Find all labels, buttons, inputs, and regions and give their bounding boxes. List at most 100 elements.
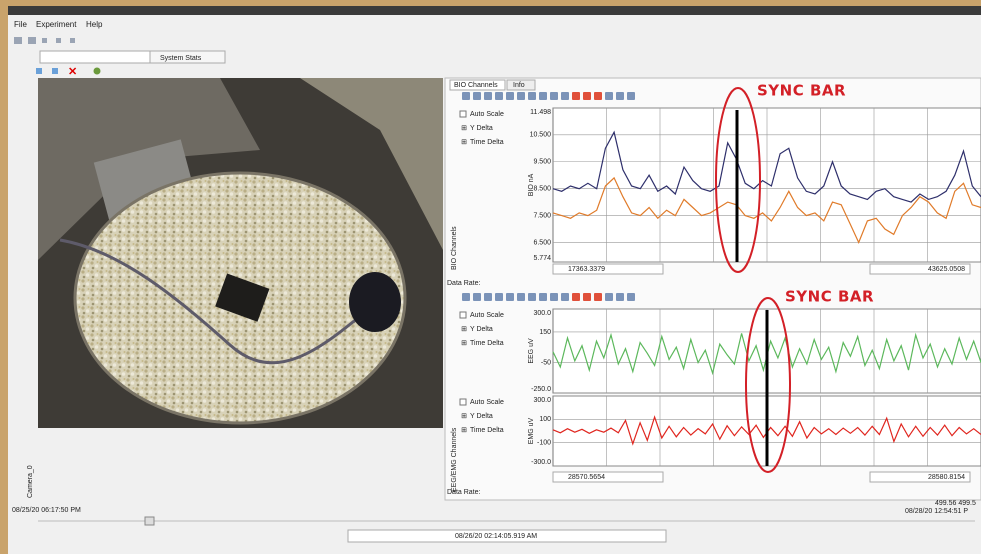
plot-tool-button[interactable] xyxy=(550,293,558,301)
plot-tool-button[interactable] xyxy=(594,293,602,301)
sync-annotation: SYNC BAR xyxy=(757,82,846,100)
checkbox[interactable] xyxy=(459,110,467,118)
plot-tool-button[interactable] xyxy=(462,293,470,301)
y-tick-label: 7.500 xyxy=(533,212,551,219)
stop-button[interactable] xyxy=(52,68,58,74)
plot-tool-button[interactable] xyxy=(616,92,624,100)
bio-side-label: BIO Channels xyxy=(451,226,458,270)
tab-label: System Stats xyxy=(160,55,202,62)
y-tick-label: 9.500 xyxy=(533,159,551,166)
title-bar xyxy=(8,6,981,15)
tool-button[interactable] xyxy=(28,37,36,44)
tab-bio[interactable] xyxy=(449,79,506,91)
eeg-data-rate: Data Rate: xyxy=(447,489,481,496)
sync-highlight xyxy=(715,87,761,273)
plot-tool-button[interactable] xyxy=(495,92,503,100)
menu-experiment[interactable]: Experiment xyxy=(36,20,77,29)
plot-tool-button[interactable] xyxy=(484,92,492,100)
control-label[interactable]: Y Delta xyxy=(470,125,493,132)
y-tick-label: 300.0 xyxy=(533,310,551,317)
y-tick-label: -300.0 xyxy=(531,459,551,466)
checkbox[interactable] xyxy=(459,311,467,319)
plot-tool-button[interactable] xyxy=(473,92,481,100)
y-tick-label: 11.498 xyxy=(530,109,551,116)
record-button[interactable] xyxy=(93,67,101,75)
sync-highlight xyxy=(745,297,791,473)
y-tick-label: 10.500 xyxy=(530,132,552,139)
video-cage-rim xyxy=(73,171,407,425)
y-tick-label: 100 xyxy=(539,416,551,423)
control-label[interactable]: Auto Scale xyxy=(470,111,504,118)
video-toolbar: ✕ xyxy=(36,66,101,78)
plot-tool-button[interactable] xyxy=(539,92,547,100)
expander[interactable]: ⊞ xyxy=(461,340,467,347)
y-axis-title: EMG uV xyxy=(528,417,535,444)
control-label[interactable]: Time Delta xyxy=(470,340,504,347)
eeg-rates: 499.56 499.5 xyxy=(935,500,976,507)
tool-button[interactable] xyxy=(56,38,61,43)
bio-start: 17363.3379 xyxy=(568,266,605,273)
y-tick-label: -100 xyxy=(537,440,551,447)
plot-tool-button[interactable] xyxy=(506,92,514,100)
plot-tool-button[interactable] xyxy=(605,92,613,100)
plot-tool-button[interactable] xyxy=(605,293,613,301)
tab-info[interactable] xyxy=(506,79,536,91)
expander[interactable]: ⊞ xyxy=(461,413,467,420)
control-label[interactable]: Y Delta xyxy=(470,326,493,333)
trace xyxy=(552,130,981,203)
plot-tool-button[interactable] xyxy=(528,293,536,301)
plot-tool-button[interactable] xyxy=(539,293,547,301)
menu-help[interactable]: Help xyxy=(86,20,103,29)
control-label[interactable]: Time Delta xyxy=(470,139,504,146)
y-tick-label: 5.774 xyxy=(533,255,551,262)
tab-blank[interactable] xyxy=(39,50,151,64)
plot-tool-button[interactable] xyxy=(627,293,635,301)
menu-file[interactable]: File xyxy=(14,20,27,29)
plot-tool-button[interactable] xyxy=(473,293,481,301)
plot-tool-button[interactable] xyxy=(583,293,591,301)
bio-end: 43625.0508 xyxy=(928,266,965,273)
control-label[interactable]: Time Delta xyxy=(470,427,504,434)
plot-tool-button[interactable] xyxy=(550,92,558,100)
plot-tool-button[interactable] xyxy=(517,293,525,301)
plot-tool-button[interactable] xyxy=(627,92,635,100)
plot-tool-button[interactable] xyxy=(484,293,492,301)
end-field[interactable] xyxy=(869,471,971,483)
video-start-time: 08/25/20 06:17:50 PM xyxy=(12,507,81,514)
start-field[interactable] xyxy=(552,471,664,483)
play-button[interactable] xyxy=(36,68,42,74)
plot-tool-button[interactable] xyxy=(572,92,580,100)
plot-tool-button[interactable] xyxy=(517,92,525,100)
tab-system-stats[interactable] xyxy=(149,50,226,64)
expander[interactable]: ⊞ xyxy=(461,326,467,333)
tool-button[interactable] xyxy=(70,38,75,43)
timeline-thumb[interactable] xyxy=(144,516,155,526)
expander[interactable]: ⊞ xyxy=(461,427,467,434)
plot-tool-button[interactable] xyxy=(462,92,470,100)
end-field[interactable] xyxy=(869,263,971,275)
checkbox[interactable] xyxy=(459,398,467,406)
y-tick-label: 6.500 xyxy=(533,239,551,246)
plot-tool-button[interactable] xyxy=(594,92,602,100)
y-axis-title: BIO nA xyxy=(528,173,535,196)
tool-button[interactable] xyxy=(42,38,47,43)
plot-tool-button[interactable] xyxy=(583,92,591,100)
tool-button[interactable] xyxy=(14,37,22,44)
y-tick-label: -50 xyxy=(541,359,551,366)
expander[interactable]: ⊞ xyxy=(461,139,467,146)
close-icon[interactable]: ✕ xyxy=(68,66,77,78)
expander[interactable]: ⊞ xyxy=(461,125,467,132)
plot-tool-button[interactable] xyxy=(616,293,624,301)
control-label[interactable]: Auto Scale xyxy=(470,399,504,406)
plot-tool-button[interactable] xyxy=(561,293,569,301)
time-field[interactable] xyxy=(347,529,667,543)
plot-tool-button[interactable] xyxy=(495,293,503,301)
control-label[interactable]: Y Delta xyxy=(470,413,493,420)
plot-tool-button[interactable] xyxy=(572,293,580,301)
start-field[interactable] xyxy=(552,263,664,275)
plot-tool-button[interactable] xyxy=(561,92,569,100)
video-headstage xyxy=(215,273,270,322)
plot-tool-button[interactable] xyxy=(506,293,514,301)
plot-tool-button[interactable] xyxy=(528,92,536,100)
control-label[interactable]: Auto Scale xyxy=(470,312,504,319)
